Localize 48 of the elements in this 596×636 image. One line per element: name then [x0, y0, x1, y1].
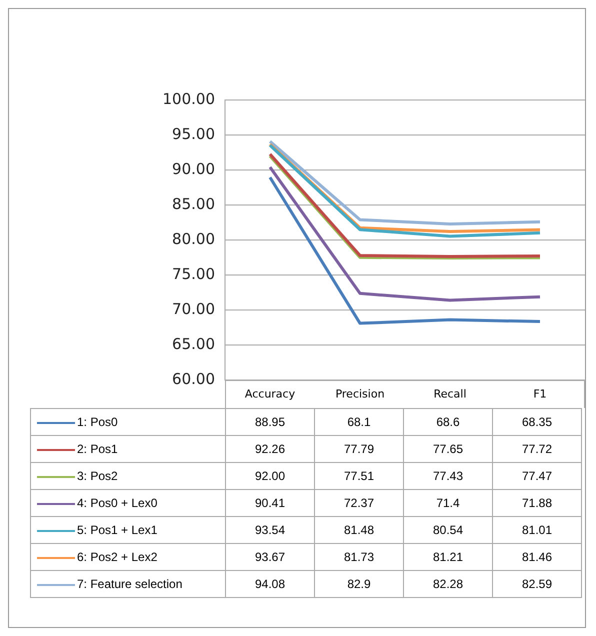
data-label: 81.01: [492, 516, 582, 544]
data-label: 72.37: [314, 490, 404, 516]
data-label: 77.47: [492, 462, 582, 490]
y-tick-label: 100.00: [162, 90, 215, 108]
data-label: 80.54: [404, 516, 492, 544]
y-tick-label: 85.00: [172, 194, 215, 213]
data-label: 71.88: [492, 490, 582, 516]
data-label: 68.6: [404, 408, 492, 436]
data-label: 93.54: [226, 516, 314, 544]
data-label: 77.79: [314, 436, 404, 462]
data-label: 90.41: [226, 490, 314, 516]
data-label: 88.95: [226, 408, 314, 436]
legend-label: 3: Pos2: [30, 462, 226, 490]
y-tick-label: 80.00: [172, 230, 215, 248]
data-label: 94.08: [226, 570, 314, 598]
data-label: 81.21: [404, 544, 492, 570]
data-label: 92.00: [226, 462, 314, 490]
y-tick-label: 95.00: [172, 124, 215, 143]
legend-label: 6: Pos2 + Lex2: [30, 544, 226, 570]
data-label: 82.28: [404, 570, 492, 598]
x-tick-label: Precision: [335, 387, 385, 400]
x-tick-label: F1: [533, 387, 547, 400]
data-label: 77.43: [404, 462, 492, 490]
y-tick-label: 70.00: [172, 300, 215, 318]
data-label: 81.48: [314, 516, 404, 544]
legend-label: 5: Pos1 + Lex1: [30, 516, 226, 544]
x-tick-label: Recall: [434, 387, 466, 400]
x-tick-label: Accuracy: [244, 387, 296, 400]
data-label: 77.65: [404, 436, 492, 462]
legend-label: 4: Pos0 + Lex0: [30, 490, 226, 516]
y-tick-label: 75.00: [172, 264, 215, 283]
data-label: 82.59: [492, 570, 582, 598]
legend-label: 2: Pos1: [30, 436, 226, 462]
data-label: 92.26: [226, 436, 314, 462]
y-tick-label: 90.00: [172, 160, 215, 178]
data-label: 81.73: [314, 544, 404, 570]
y-tick-label: 65.00: [172, 334, 215, 353]
legend-label: 1: Pos0: [30, 408, 226, 436]
data-label: 68.35: [492, 408, 582, 436]
data-label: 77.72: [492, 436, 582, 462]
data-label: 82.9: [314, 570, 404, 598]
legend-label: 7: Feature selection: [30, 570, 226, 598]
data-label: 68.1: [314, 408, 404, 436]
y-tick-label: 60.00: [172, 370, 215, 388]
data-label: 77.51: [314, 462, 404, 490]
data-label: 71.4: [404, 490, 492, 516]
data-label: 81.46: [492, 544, 582, 570]
data-label: 93.67: [226, 544, 314, 570]
